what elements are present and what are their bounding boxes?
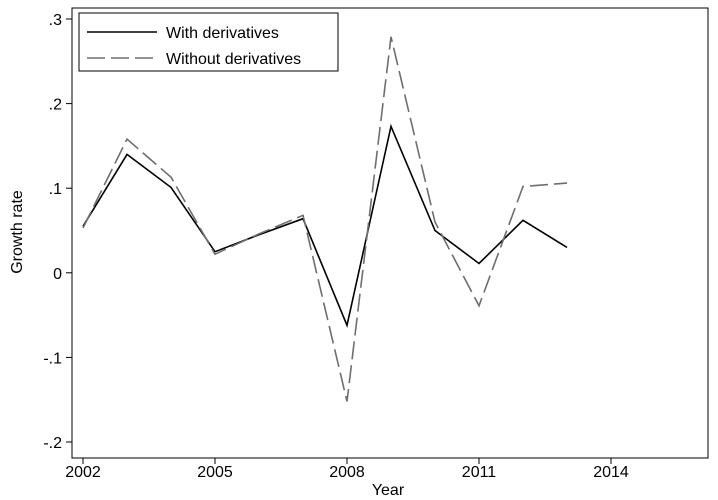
legend-box xyxy=(78,12,339,72)
y-tick-label-.2: .2 xyxy=(49,97,62,114)
x-tick-label-2014: 2014 xyxy=(593,464,629,481)
series-line-without-derivatives xyxy=(82,36,568,402)
x-tick-label-2011: 2011 xyxy=(462,464,497,481)
y-axis: -.2 -.1 0 .1 .2 .3 xyxy=(43,12,72,452)
legend: With derivatives Without derivatives xyxy=(78,12,339,72)
y-tick-label-0: 0 xyxy=(53,266,62,283)
y-tick-label-.3: .3 xyxy=(49,12,62,29)
y-tick-label-.1: .1 xyxy=(49,181,62,198)
legend-label-with-derivatives: With derivatives xyxy=(166,25,279,42)
x-tick-label-2002: 2002 xyxy=(65,464,101,481)
y-tick-label--.2: -.2 xyxy=(43,435,62,452)
series-lines xyxy=(82,36,568,402)
x-tick-label-2005: 2005 xyxy=(197,464,233,481)
plot-frame xyxy=(71,7,709,459)
x-tick-label-2008: 2008 xyxy=(329,464,365,481)
x-axis-title: Year xyxy=(372,482,405,499)
legend-label-without-derivatives: Without derivatives xyxy=(166,51,301,68)
y-axis-title: Growth rate xyxy=(9,190,26,274)
series-line-with-derivatives xyxy=(82,123,568,328)
y-tick-label--.1: -.1 xyxy=(43,350,62,367)
x-axis: 2002 2005 2008 2011 2014 xyxy=(65,458,629,481)
